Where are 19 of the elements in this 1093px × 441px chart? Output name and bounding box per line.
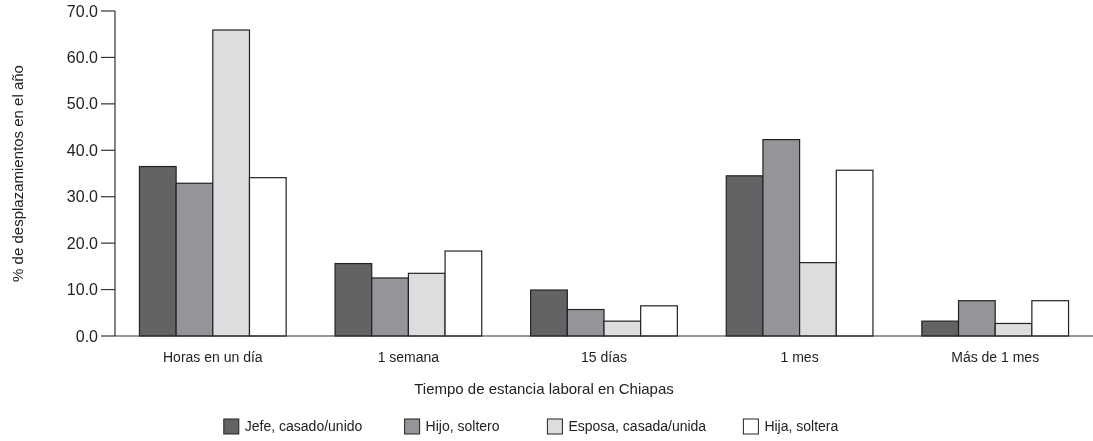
legend-label: Hija, soltera [764,418,839,434]
y-tick-label: 10.0 [66,281,99,299]
y-tick-label: 50.0 [66,95,99,113]
y-tick-label: 20.0 [66,234,99,252]
y-tick-label: 0.0 [75,327,99,345]
legend-label: Hijo, soltero [425,418,500,434]
y-tick-label: 60.0 [66,49,99,67]
legend-label: Jefe, casado/unido [244,418,363,434]
x-axis-title: Tiempo de estancia laboral en Chiapas [414,380,674,397]
x-tick-label: Horas en un día [162,349,263,365]
y-tick-label: 30.0 [66,188,99,206]
x-tick-label: Más de 1 mes [951,349,1040,365]
x-tick-label: 1 mes [780,349,819,365]
y-tick-label: 70.0 [66,2,99,20]
y-tick-label: 40.0 [66,141,99,159]
x-tick-label: 1 semana [377,349,440,365]
y-axis-title: % de desplazamientos en el año [9,65,26,282]
legend-label: Esposa, casada/unida [568,418,707,434]
x-tick-label: 15 días [581,349,627,365]
